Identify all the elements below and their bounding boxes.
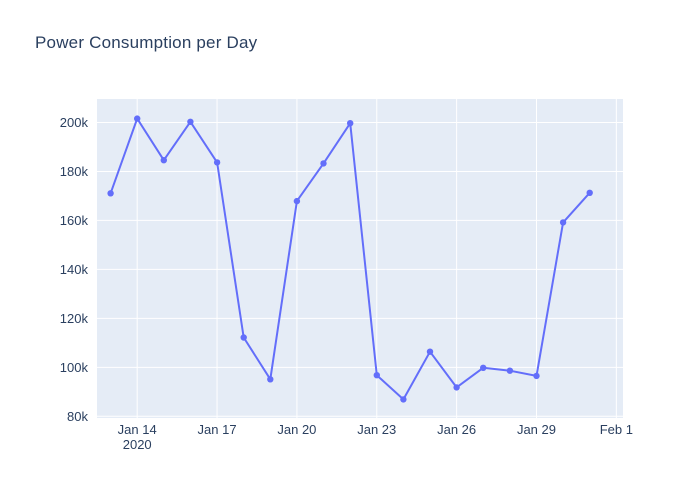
y-tick-label: 120k (60, 311, 89, 326)
x-tick-label: Jan 20 (277, 422, 316, 437)
chart-title: Power Consumption per Day (35, 33, 258, 52)
x-tick-label: Feb 1 (600, 422, 633, 437)
y-tick-label: 80k (67, 409, 88, 424)
data-point-marker[interactable] (373, 372, 380, 379)
y-tick-label: 200k (60, 115, 89, 130)
y-tick-label: 140k (60, 262, 89, 277)
data-point-marker[interactable] (453, 384, 460, 391)
x-tick-label: Jan 29 (517, 422, 556, 437)
x-tick-label: Jan 23 (357, 422, 396, 437)
x-tick-year-label: 2020 (123, 437, 152, 452)
data-point-marker[interactable] (506, 367, 514, 374)
data-point-marker[interactable] (480, 364, 487, 371)
x-tick-label: Jan 17 (198, 422, 237, 437)
data-point-marker[interactable] (240, 334, 247, 341)
data-point-marker[interactable] (134, 115, 141, 122)
data-point-marker[interactable] (213, 159, 221, 166)
y-tick-label: 180k (60, 164, 89, 179)
data-point-marker[interactable] (347, 120, 354, 127)
data-point-marker[interactable] (533, 372, 540, 380)
data-point-marker[interactable] (267, 376, 274, 383)
data-point-marker[interactable] (187, 118, 194, 126)
data-point-marker[interactable] (293, 197, 301, 205)
data-point-marker[interactable] (400, 396, 407, 403)
data-point-marker[interactable] (426, 348, 434, 355)
x-tick-label: Jan 14 (118, 422, 157, 437)
y-tick-label: 100k (60, 360, 89, 375)
data-point-marker[interactable] (160, 157, 167, 164)
data-point-marker[interactable] (320, 160, 327, 167)
data-point-marker[interactable] (107, 190, 114, 197)
plot-area[interactable] (97, 99, 623, 418)
data-point-marker[interactable] (559, 219, 567, 226)
data-point-marker[interactable] (586, 189, 593, 196)
x-tick-label: Jan 26 (437, 422, 476, 437)
y-tick-label: 160k (60, 213, 89, 228)
